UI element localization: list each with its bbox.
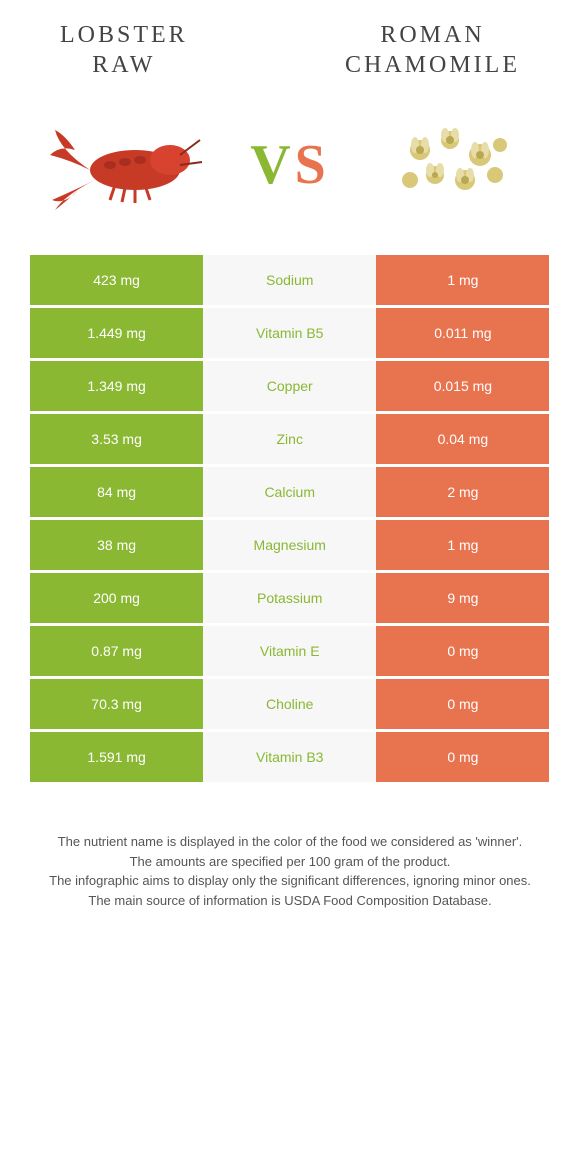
cell-left-value: 38 mg: [30, 520, 203, 570]
note-line3: The infographic aims to display only the…: [40, 871, 540, 891]
cell-nutrient-label: Calcium: [203, 467, 376, 517]
cell-right-value: 1 mg: [376, 520, 549, 570]
table-row: 70.3 mgCholine0 mg: [30, 679, 550, 729]
nutrient-table: 423 mgSodium1 mg1.449 mgVitamin B50.011 …: [30, 255, 550, 782]
table-row: 0.87 mgVitamin E0 mg: [30, 626, 550, 676]
note-line4: The main source of information is USDA F…: [40, 891, 540, 911]
cell-left-value: 3.53 mg: [30, 414, 203, 464]
cell-nutrient-label: Zinc: [203, 414, 376, 464]
food-left-line1: LOBSTER: [60, 20, 188, 50]
chamomile-image: [360, 100, 540, 230]
food-left-title: LOBSTER RAW: [60, 20, 188, 80]
cell-nutrient-label: Vitamin B3: [203, 732, 376, 782]
cell-nutrient-label: Copper: [203, 361, 376, 411]
table-row: 3.53 mgZinc0.04 mg: [30, 414, 550, 464]
cell-nutrient-label: Sodium: [203, 255, 376, 305]
cell-right-value: 0.04 mg: [376, 414, 549, 464]
table-row: 200 mgPotassium9 mg: [30, 573, 550, 623]
cell-left-value: 1.449 mg: [30, 308, 203, 358]
note-line2: The amounts are specified per 100 gram o…: [40, 852, 540, 872]
table-row: 38 mgMagnesium1 mg: [30, 520, 550, 570]
infographic-container: LOBSTER RAW ROMAN CHAMOMILE VS: [0, 0, 580, 930]
cell-right-value: 0 mg: [376, 732, 549, 782]
cell-left-value: 1.591 mg: [30, 732, 203, 782]
food-right-line1: ROMAN: [345, 20, 520, 50]
cell-right-value: 1 mg: [376, 255, 549, 305]
cell-right-value: 0.011 mg: [376, 308, 549, 358]
table-row: 84 mgCalcium2 mg: [30, 467, 550, 517]
cell-nutrient-label: Vitamin B5: [203, 308, 376, 358]
cell-left-value: 1.349 mg: [30, 361, 203, 411]
note-line1: The nutrient name is displayed in the co…: [40, 832, 540, 852]
cell-right-value: 0 mg: [376, 679, 549, 729]
lobster-image: [40, 100, 220, 230]
cell-nutrient-label: Potassium: [203, 573, 376, 623]
images-row: VS: [30, 100, 550, 230]
cell-right-value: 9 mg: [376, 573, 549, 623]
table-row: 1.349 mgCopper0.015 mg: [30, 361, 550, 411]
vs-v-letter: V: [250, 134, 294, 196]
cell-left-value: 70.3 mg: [30, 679, 203, 729]
vs-s-letter: S: [295, 134, 330, 196]
food-right-line2: CHAMOMILE: [345, 50, 520, 80]
cell-nutrient-label: Magnesium: [203, 520, 376, 570]
cell-right-value: 0 mg: [376, 626, 549, 676]
cell-left-value: 200 mg: [30, 573, 203, 623]
cell-nutrient-label: Choline: [203, 679, 376, 729]
cell-left-value: 423 mg: [30, 255, 203, 305]
cell-left-value: 0.87 mg: [30, 626, 203, 676]
cell-left-value: 84 mg: [30, 467, 203, 517]
header-row: LOBSTER RAW ROMAN CHAMOMILE: [30, 20, 550, 80]
vs-label: VS: [250, 133, 330, 197]
food-right-title: ROMAN CHAMOMILE: [345, 20, 520, 80]
cell-right-value: 2 mg: [376, 467, 549, 517]
food-left-line2: RAW: [60, 50, 188, 80]
table-row: 423 mgSodium1 mg: [30, 255, 550, 305]
table-row: 1.591 mgVitamin B30 mg: [30, 732, 550, 782]
footer-notes: The nutrient name is displayed in the co…: [30, 832, 550, 910]
cell-right-value: 0.015 mg: [376, 361, 549, 411]
table-row: 1.449 mgVitamin B50.011 mg: [30, 308, 550, 358]
cell-nutrient-label: Vitamin E: [203, 626, 376, 676]
